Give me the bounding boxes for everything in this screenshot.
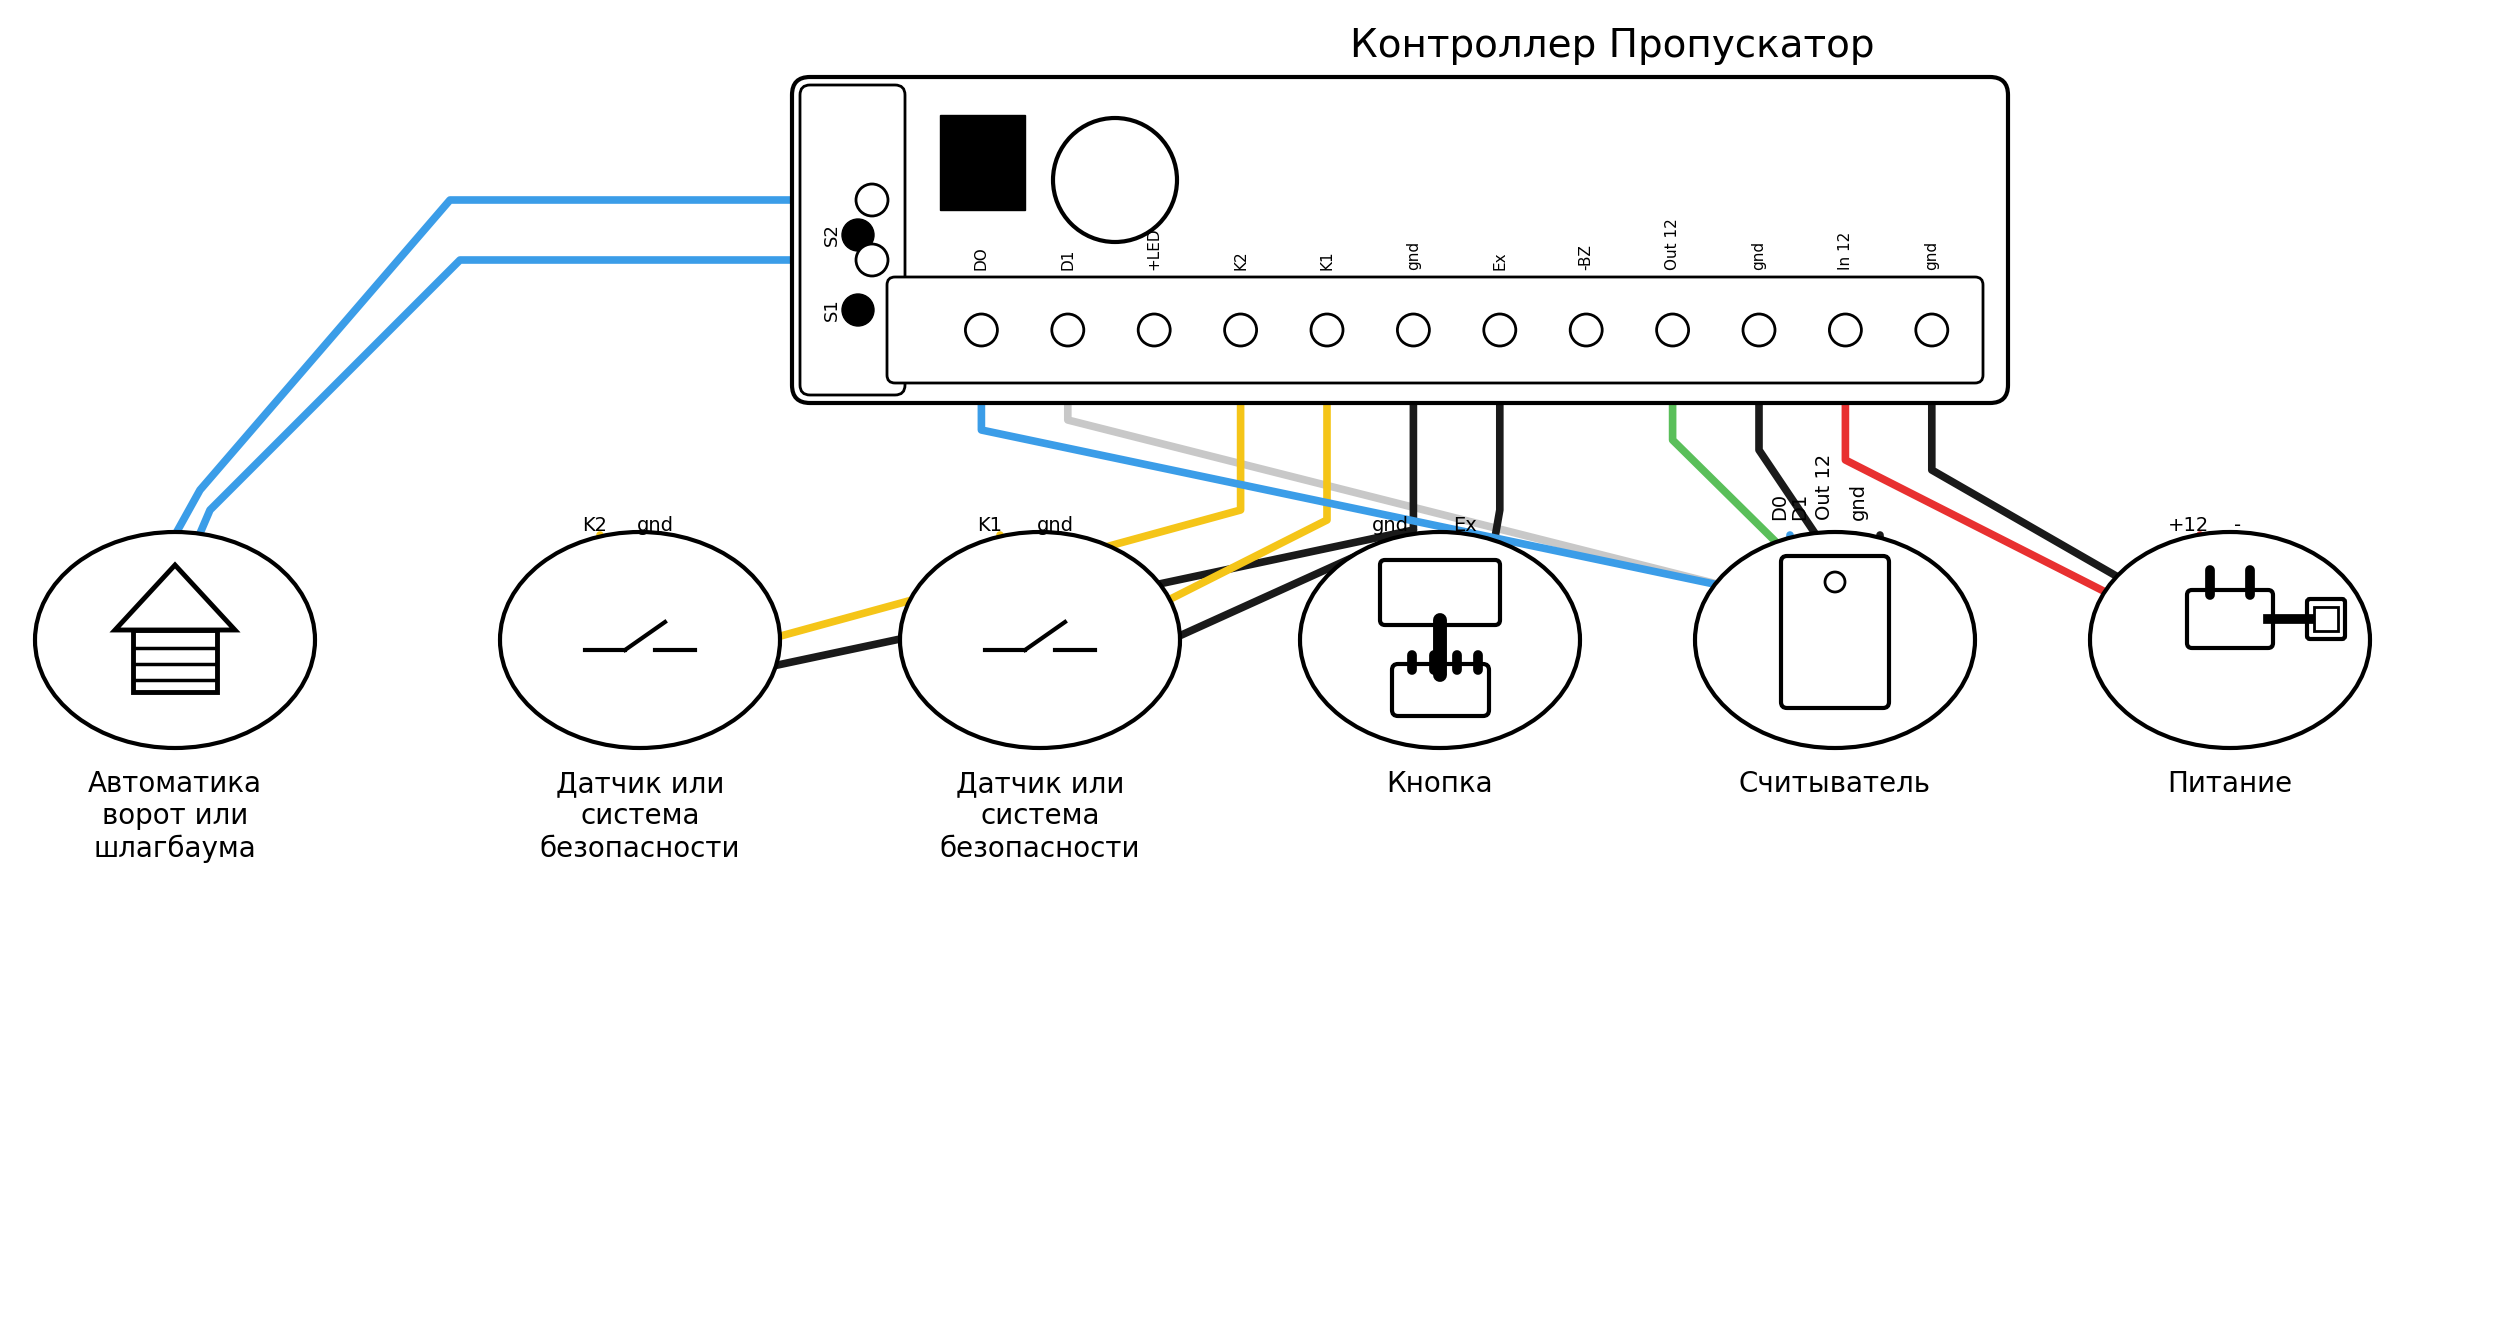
Text: Автоматика
ворот или
шлагбаума: Автоматика ворот или шлагбаума	[88, 770, 262, 863]
Text: -: -	[2235, 516, 2242, 535]
Text: K2: K2	[582, 516, 608, 535]
Text: Питание: Питание	[2168, 770, 2292, 799]
Text: Ex: Ex	[1452, 516, 1478, 535]
Circle shape	[1052, 314, 1085, 346]
Circle shape	[1915, 314, 1948, 346]
Text: gnd: gnd	[1038, 516, 1072, 535]
Text: gnd: gnd	[1752, 241, 1768, 269]
Text: DO: DO	[975, 247, 990, 269]
Circle shape	[1052, 118, 1178, 243]
Circle shape	[842, 293, 875, 326]
Text: Ex: Ex	[1492, 252, 1508, 269]
Text: Out 12: Out 12	[1665, 218, 1680, 269]
Text: D1: D1	[1790, 493, 1810, 520]
Ellipse shape	[900, 532, 1180, 748]
Text: Считыватель: Считыватель	[1740, 770, 1930, 799]
Text: S1: S1	[822, 299, 840, 322]
FancyBboxPatch shape	[800, 84, 905, 395]
Text: D0: D0	[1770, 493, 1790, 520]
Circle shape	[1138, 314, 1170, 346]
Circle shape	[1742, 314, 1775, 346]
FancyBboxPatch shape	[888, 277, 1983, 383]
Text: Кнопка: Кнопка	[1388, 770, 1492, 799]
Text: -BZ: -BZ	[1578, 244, 1592, 269]
Text: K1: K1	[1320, 251, 1335, 269]
Text: In 12: In 12	[1838, 232, 1852, 269]
Circle shape	[1225, 314, 1258, 346]
Circle shape	[1485, 314, 1515, 346]
Bar	[940, 115, 1025, 210]
Text: D1: D1	[1060, 249, 1075, 269]
Text: Контроллер Пропускатор: Контроллер Пропускатор	[1350, 27, 1875, 66]
Ellipse shape	[1695, 532, 1975, 748]
Ellipse shape	[35, 532, 315, 748]
Bar	[2315, 607, 2338, 631]
Circle shape	[965, 314, 998, 346]
Text: S2: S2	[822, 224, 840, 247]
Circle shape	[1658, 314, 1688, 346]
Ellipse shape	[2090, 532, 2370, 748]
Text: Датчик или
система
безопасности: Датчик или система безопасности	[940, 770, 1140, 863]
Text: gnd: gnd	[1405, 241, 1420, 269]
FancyBboxPatch shape	[792, 76, 2008, 403]
Bar	[132, 630, 218, 691]
Text: K2: K2	[1232, 251, 1248, 269]
Text: K1: K1	[978, 516, 1002, 535]
Circle shape	[1310, 314, 1342, 346]
Circle shape	[1570, 314, 1602, 346]
Text: Датчик или
система
безопасности: Датчик или система безопасности	[540, 770, 740, 863]
Circle shape	[1398, 314, 1430, 346]
Text: gnd: gnd	[1925, 241, 1940, 269]
Text: +LED: +LED	[1148, 228, 1162, 269]
Circle shape	[1830, 314, 1862, 346]
Ellipse shape	[500, 532, 780, 748]
Text: +12: +12	[2168, 516, 2208, 535]
Circle shape	[855, 244, 888, 276]
Ellipse shape	[1300, 532, 1580, 748]
Circle shape	[842, 218, 875, 251]
Circle shape	[855, 184, 888, 216]
Text: Out 12: Out 12	[1815, 454, 1835, 520]
Text: gnd: gnd	[1848, 482, 1868, 520]
Text: gnd: gnd	[638, 516, 672, 535]
Text: gnd: gnd	[1372, 516, 1407, 535]
